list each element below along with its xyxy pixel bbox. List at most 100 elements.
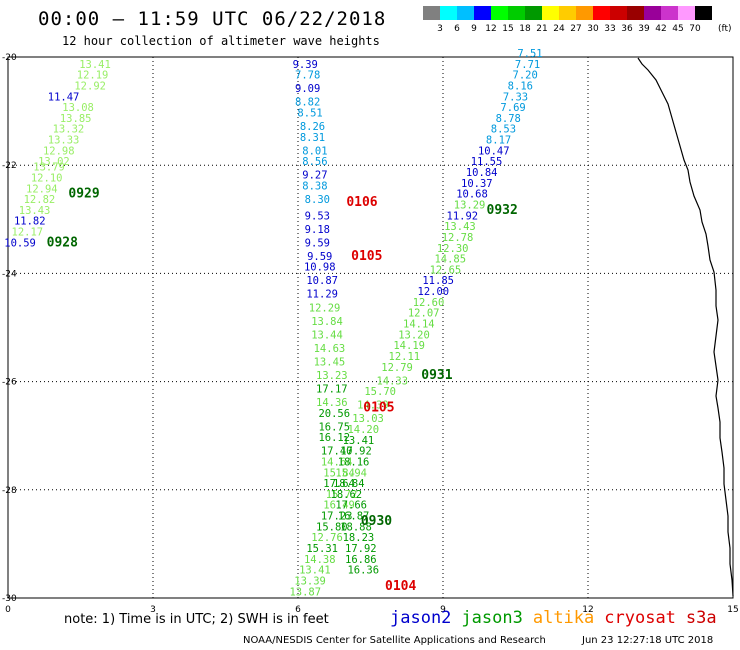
wave-height-value: 9.18 (305, 224, 330, 236)
wave-height-value: 15.31 (306, 543, 338, 555)
color-swatch (542, 6, 559, 20)
wave-height-value: 12.82 (24, 194, 56, 206)
color-scale-label: 21 (536, 24, 548, 34)
color-swatch (661, 6, 678, 20)
wave-height-value: 12.92 (74, 80, 106, 92)
color-scale-label: 18 (519, 24, 531, 34)
pass-number-label: 0931 (421, 368, 452, 383)
wave-height-value: 15.70 (364, 386, 396, 398)
wave-height-value: 9.59 (307, 251, 332, 263)
color-scale-label: 6 (454, 24, 460, 34)
color-swatch (644, 6, 661, 20)
wave-height-value: 7.33 (503, 91, 528, 103)
credit-text: NOAA/NESDIS Center for Satellite Applica… (243, 635, 546, 646)
color-swatch (474, 6, 491, 20)
wave-height-value: 15.72 (326, 489, 358, 501)
altimeter-tracks: 13.4112.1912.9211.4713.0813.8513.3213.33… (4, 48, 542, 598)
wave-height-value: 7.71 (515, 59, 540, 71)
x-tick-label: 15 (727, 605, 738, 615)
color-swatch (423, 6, 440, 20)
wave-height-value: 8.38 (302, 181, 327, 193)
wave-height-value: 10.37 (461, 178, 493, 190)
track: 7.517.717.208.167.337.698.788.538.1710.4… (447, 48, 543, 222)
wave-height-value: 14.64 (321, 456, 353, 468)
color-swatch (576, 6, 593, 20)
wave-height-value: 13.33 (48, 135, 80, 147)
wave-height-value: 10.47 (478, 145, 510, 157)
wave-height-value: 12.98 (43, 145, 75, 157)
pass-number-label: 0932 (487, 203, 518, 218)
wave-height-value: 13.44 (311, 329, 343, 341)
wave-height-value: 18.62 (331, 489, 363, 501)
wave-height-value: 20.56 (318, 408, 350, 420)
wave-height-value: 12.11 (389, 351, 421, 363)
y-tick-label: -30 (2, 594, 17, 604)
wave-height-value: 13.39 (294, 575, 326, 587)
x-tick-label: 12 (582, 605, 593, 615)
wave-height-value: 8.51 (297, 108, 322, 120)
wave-height-value: 7.51 (517, 48, 542, 60)
coastline (637, 57, 734, 597)
wave-height-value: 17.92 (345, 543, 377, 555)
wave-height-value: 12.30 (437, 243, 469, 255)
wave-height-value: 13.02 (38, 156, 70, 168)
wave-height-value: 15.80 (316, 521, 348, 533)
color-swatch (457, 6, 474, 20)
pass-number-label: 0105 (363, 400, 394, 415)
wave-height-value: 12.07 (408, 308, 440, 320)
color-scale-label: 36 (621, 24, 633, 34)
legend-item-cryosat: cryosat (604, 608, 676, 628)
wave-height-value: 18.16 (338, 456, 370, 468)
color-scale-label: 30 (587, 24, 599, 34)
color-swatch (695, 6, 712, 20)
wave-height-value: 13.20 (398, 329, 430, 341)
wave-height-value: 14.19 (393, 340, 425, 352)
wave-height-value: 17.17 (316, 383, 348, 395)
wave-height-value: 18.23 (343, 532, 375, 544)
wave-height-value: 16.87 (338, 511, 370, 523)
wave-height-value: 14.36 (316, 397, 348, 409)
wave-height-value: 15.84 (323, 467, 355, 479)
wave-height-value: 14.39 (357, 400, 389, 412)
x-tick-label: 3 (150, 605, 156, 615)
wave-height-value: 18.84 (333, 478, 365, 490)
wave-height-value: 13.29 (454, 199, 486, 211)
wave-height-value: 12.17 (12, 227, 44, 239)
wave-height-value: 10.87 (306, 275, 338, 287)
color-scale-label: 33 (604, 24, 616, 34)
legend-item-jason3: jason3 (461, 608, 523, 628)
pass-number-label: 0104 (385, 579, 416, 594)
plot-frame (7, 56, 734, 599)
satellite-legend: jason2 jason3 altika cryosat s3a (390, 608, 727, 628)
pass-number-label: 0928 (47, 235, 78, 250)
color-scale-label: 42 (655, 24, 667, 34)
wave-height-value: 10.98 (304, 262, 336, 274)
wave-height-value: 12.19 (77, 70, 109, 82)
pass-number-label: 0106 (346, 195, 377, 210)
wave-height-value: 13.03 (352, 413, 384, 425)
wave-height-value: 12.65 (430, 264, 462, 276)
wave-height-value: 8.53 (491, 124, 516, 136)
track: 9.397.789.09 8.828.518.268.318.018.56 9.27… (293, 59, 338, 301)
y-tick-label: -22 (2, 161, 17, 171)
color-scale-label: 12 (485, 24, 497, 34)
wave-height-value: 7.69 (500, 102, 525, 114)
footer-note: note: 1) Time is in UTC; 2) SWH is in fe… (64, 612, 329, 627)
wave-height-value: 11.55 (471, 156, 503, 168)
wave-height-value: 13.79 (33, 162, 65, 174)
page-subtitle: 12 hour collection of altimeter wave hei… (62, 34, 380, 48)
color-scale-label: 24 (553, 24, 565, 34)
color-scale-label: 45 (672, 24, 684, 34)
y-tick-label: -20 (2, 53, 17, 63)
wave-height-value: 18.88 (340, 521, 372, 533)
wave-height-value: 9.09 (295, 83, 320, 95)
wave-height-value: 14.38 (304, 554, 336, 566)
wave-height-value: 14.20 (347, 424, 379, 436)
y-tick-label: -24 (2, 269, 17, 279)
legend-item-s3a: s3a (685, 608, 717, 628)
color-swatch (678, 6, 695, 20)
y-tick-label: -26 (2, 378, 17, 388)
color-swatch (593, 6, 610, 20)
